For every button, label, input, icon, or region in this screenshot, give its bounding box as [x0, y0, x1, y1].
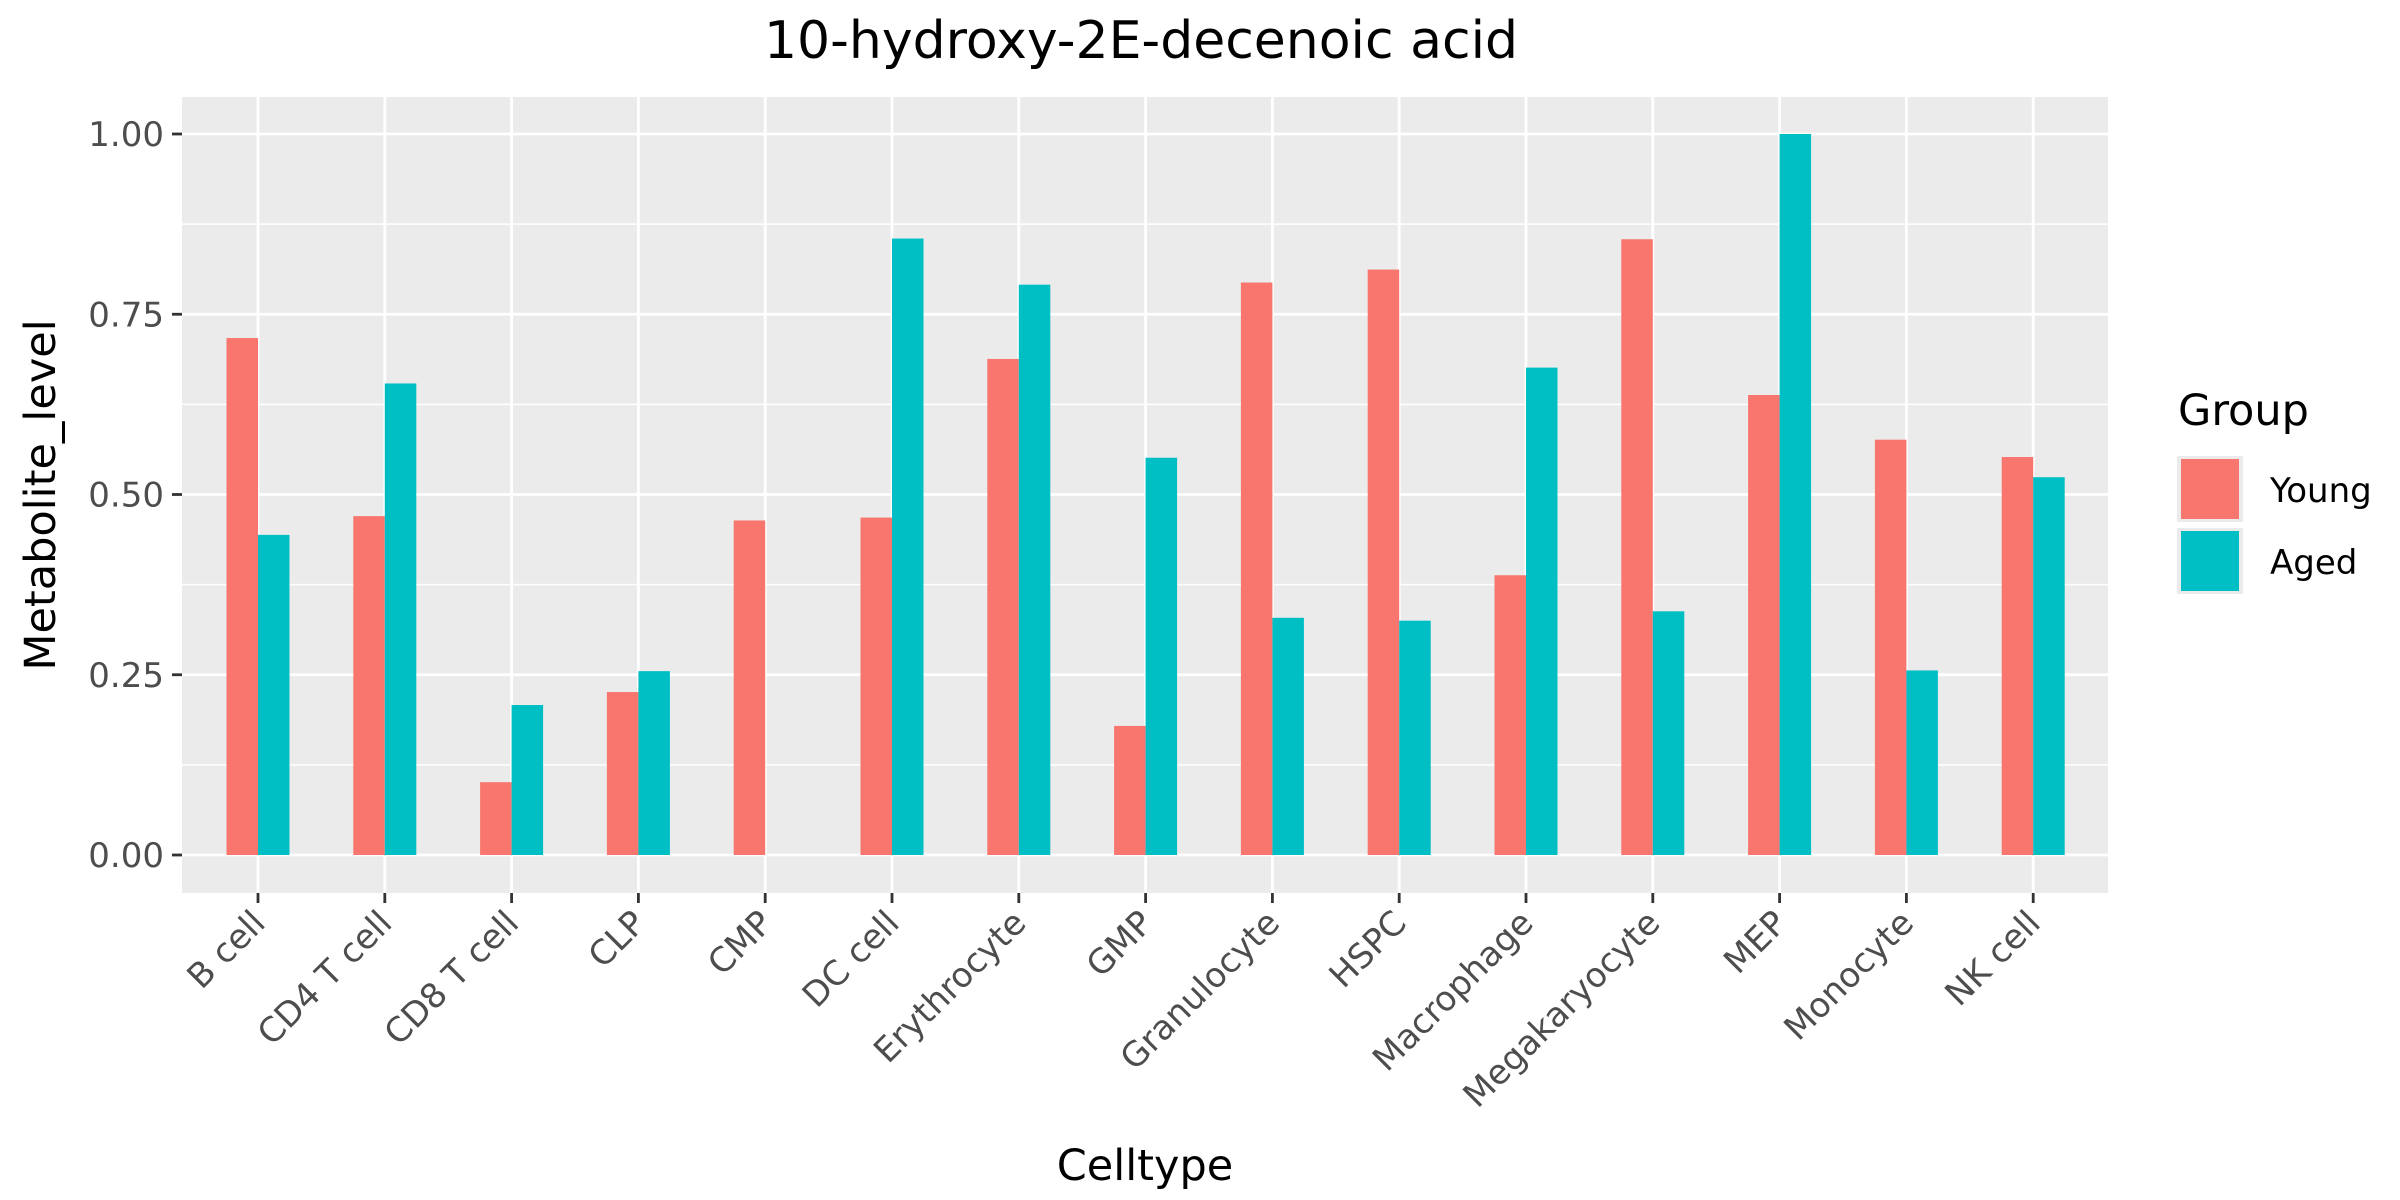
bar-aged-gmp	[1145, 457, 1178, 855]
bar-young-cd8-t-cell	[480, 782, 512, 855]
bar-young-monocyte	[1874, 439, 1907, 855]
bar-aged-monocyte	[1906, 670, 1938, 855]
x-tick-label: NK cell	[1938, 903, 2049, 1014]
legend-label-aged: Aged	[2270, 543, 2357, 583]
bar-young-mep	[1748, 395, 1780, 855]
x-tick-label: HSPC	[1322, 903, 1415, 996]
bar-aged-clp	[638, 671, 670, 855]
x-tick-label: Monocyte	[1776, 903, 1921, 1048]
legend-label-young: Young	[2269, 471, 2372, 511]
legend-key-young	[2181, 459, 2239, 519]
bar-aged-macrophage	[1526, 367, 1558, 855]
bar-young-granulocyte	[1240, 282, 1273, 855]
bar-aged-erythrocyte	[1018, 284, 1051, 856]
bar-young-cd4-t-cell	[353, 516, 385, 855]
x-axis-title: Celltype	[1057, 1141, 1233, 1191]
bar-young-nk-cell	[2001, 457, 2034, 855]
bar-young-dc-cell	[860, 517, 892, 855]
legend: Group Young Aged	[2177, 386, 2372, 594]
bar-aged-mep	[1779, 134, 1812, 855]
x-tick-label: CD4 T cell	[250, 903, 400, 1053]
bar-young-clp	[606, 692, 639, 855]
x-tick-label: MEP	[1716, 903, 1795, 982]
chart-title: 10-hydroxy-2E-decenoic acid	[764, 11, 1518, 71]
legend-key-aged	[2181, 531, 2239, 591]
y-tick-label: 0.50	[88, 476, 164, 516]
y-tick-label: 0.00	[88, 836, 164, 876]
bar-aged-dc-cell	[892, 238, 924, 856]
x-tick-label: CLP	[581, 903, 654, 976]
y-tick-label: 1.00	[88, 115, 164, 155]
bar-young-b-cell	[226, 338, 258, 856]
y-tick-label: 0.25	[88, 656, 164, 696]
legend-title: Group	[2178, 386, 2309, 436]
x-tick-label: CD8 T cell	[377, 903, 527, 1053]
x-tick-label: DC cell	[795, 903, 908, 1016]
bar-young-hspc	[1367, 269, 1400, 856]
bar-aged-granulocyte	[1272, 617, 1304, 855]
x-tick-label: B cell	[180, 903, 274, 997]
bar-aged-megakaryocyte	[1652, 611, 1685, 855]
bar-aged-cd8-t-cell	[511, 705, 544, 855]
y-tick-label: 0.75	[88, 295, 164, 335]
bar-young-erythrocyte	[987, 358, 1019, 855]
bar-young-cmp	[733, 520, 766, 855]
x-tick-label: GMP	[1079, 903, 1161, 985]
bar-aged-cd4-t-cell	[384, 383, 417, 855]
bar-aged-b-cell	[258, 534, 290, 855]
bar-aged-nk-cell	[2033, 477, 2065, 855]
bar-young-megakaryocyte	[1621, 239, 1653, 856]
bars	[226, 134, 2065, 856]
y-axis-title: Metabolite_level	[16, 319, 66, 670]
x-tick-label: CMP	[700, 903, 780, 983]
bar-young-macrophage	[1494, 575, 1526, 855]
bar-aged-hspc	[1399, 620, 1431, 855]
bar-young-gmp	[1114, 725, 1146, 855]
